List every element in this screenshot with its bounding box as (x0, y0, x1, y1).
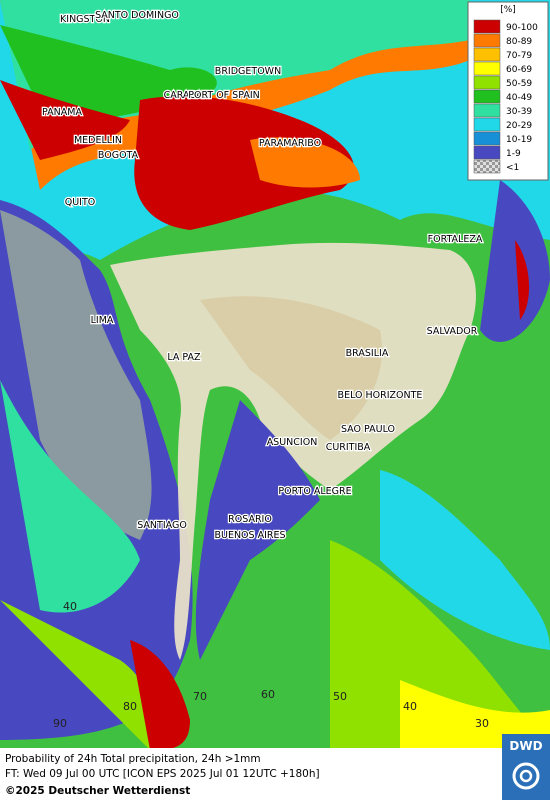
legend-label: 80-89 (506, 37, 532, 47)
logo: DWD (509, 739, 542, 753)
legend-swatch (473, 89, 501, 104)
legend-label: 40-49 (506, 93, 532, 103)
contour-label: 40 (403, 700, 417, 713)
legend-swatch (473, 103, 501, 118)
legend-swatch (473, 159, 501, 174)
city-label: LA PAZ (167, 352, 201, 363)
city-label: BUENOS AIRES (214, 530, 285, 541)
city-label: SANTIAGO (137, 520, 187, 531)
city-label: ASUNCION (267, 437, 318, 448)
contour-labels: 40 90 80 70 60 50 40 30 (53, 600, 489, 730)
city-label: ROSARIO (228, 514, 272, 525)
city-label: KINGSTON (60, 14, 110, 25)
city-label: BRIDGETOWN (215, 66, 281, 77)
city-label: BRASILIA (346, 348, 389, 359)
legend-label: 1-9 (506, 149, 521, 159)
legend-title: [%] (500, 5, 516, 15)
city-label: SAO PAULO (341, 424, 395, 435)
logo-icon (519, 769, 533, 783)
city-label: CURITIBA (326, 442, 371, 453)
city-label: QUITO (65, 197, 96, 208)
contour-label: 40 (63, 600, 77, 613)
city-label: FORTALEZA (428, 234, 483, 245)
contour-label: 90 (53, 717, 67, 730)
legend-label: <1 (506, 163, 519, 173)
contour-label: 80 (123, 700, 137, 713)
contour-label: 60 (261, 688, 275, 701)
legend-label: 20-29 (506, 121, 532, 131)
legend-swatch (473, 47, 501, 62)
city-label: SANTO DOMINGO (95, 10, 179, 21)
logo-icon (512, 762, 540, 790)
city-label: LIMA (91, 315, 114, 326)
copyright: ©2025 Deutscher Wetterdienst (5, 785, 190, 797)
legend-swatch (473, 75, 501, 90)
city-label: MEDELLIN (74, 135, 122, 146)
city-label: BELO HORIZONTE (338, 390, 423, 401)
city-label: CARACAS (164, 90, 209, 101)
legend-swatch (473, 61, 501, 76)
city-label: PORTO ALEGRE (278, 486, 351, 497)
contour-label: 30 (475, 717, 489, 730)
legend-label: 30-39 (506, 107, 532, 117)
legend: [%] 90-100 80-89 70-79 60-69 50-59 40-49 30-39… (467, 1, 549, 181)
footer: Probability of 24h Total precipitation, … (0, 734, 550, 800)
legend-swatch (473, 19, 501, 34)
legend-swatch (473, 117, 501, 132)
city-label: PANAMA (42, 107, 82, 118)
legend-label: 70-79 (506, 51, 532, 61)
footer-line: FT: Wed 09 Jul 00 UTC [ICON EPS 2025 Jul… (5, 768, 320, 780)
legend-label: 90-100 (506, 23, 538, 33)
footer-box (0, 748, 502, 800)
land (110, 242, 476, 660)
city-label: PARAMARIBO (259, 138, 321, 149)
city-label: PORT OF SPAIN (188, 90, 259, 101)
city-label: SALVADOR (427, 326, 478, 337)
legend-swatch (473, 145, 501, 160)
city-label: BOGOTA (98, 150, 139, 161)
contour-label: 70 (193, 690, 207, 703)
legend-swatch (473, 131, 501, 146)
footer-line: Probability of 24h Total precipitation, … (5, 753, 261, 765)
legend-swatch (473, 33, 501, 48)
legend-label: 60-69 (506, 65, 532, 75)
legend-label: 10-19 (506, 135, 532, 145)
contour-label: 50 (333, 690, 347, 703)
legend-label: 50-59 (506, 79, 532, 89)
